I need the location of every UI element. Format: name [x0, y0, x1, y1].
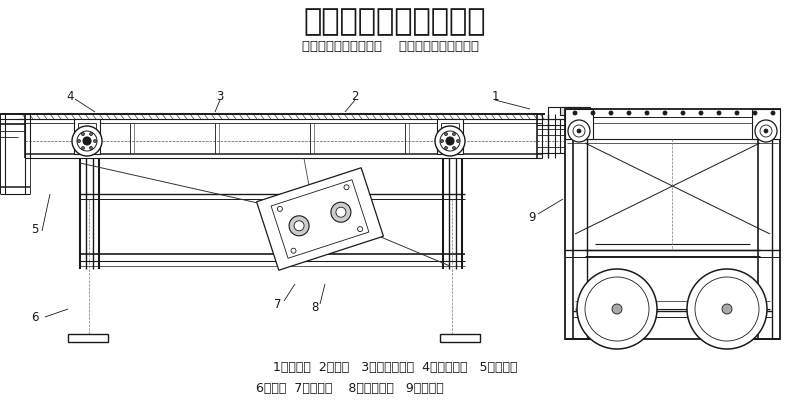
Circle shape: [627, 112, 631, 116]
Circle shape: [445, 147, 447, 150]
Text: 诚信：为自己创造价值    责任：为用户创造价值: 诚信：为自己创造价值 责任：为用户创造价值: [302, 39, 479, 52]
Circle shape: [735, 112, 739, 116]
Circle shape: [441, 140, 443, 143]
Circle shape: [453, 133, 456, 136]
Circle shape: [663, 112, 667, 116]
Circle shape: [577, 130, 581, 134]
Circle shape: [72, 127, 102, 157]
Circle shape: [294, 221, 304, 231]
Circle shape: [771, 112, 775, 116]
Circle shape: [77, 132, 97, 152]
Circle shape: [440, 132, 460, 152]
Text: 4: 4: [66, 90, 73, 103]
Circle shape: [760, 126, 772, 138]
Bar: [752, 110, 780, 140]
Text: 1: 1: [491, 90, 498, 103]
Circle shape: [573, 126, 585, 138]
Circle shape: [591, 112, 595, 116]
Text: 9: 9: [529, 211, 536, 224]
Circle shape: [681, 112, 685, 116]
Text: 5: 5: [32, 223, 39, 236]
Text: 2: 2: [352, 90, 359, 103]
Text: 1、进料口  2、筛箱   3、密封防尘盖  4、隔振弹簧   5、出料口: 1、进料口 2、筛箱 3、密封防尘盖 4、隔振弹簧 5、出料口: [273, 361, 517, 374]
Bar: [68, 334, 108, 342]
Polygon shape: [257, 169, 383, 271]
Text: 6: 6: [32, 311, 39, 324]
Circle shape: [289, 216, 309, 236]
Circle shape: [695, 277, 759, 341]
Circle shape: [577, 269, 657, 349]
Circle shape: [89, 147, 92, 150]
Circle shape: [291, 249, 296, 254]
Bar: [437, 120, 463, 154]
Circle shape: [435, 127, 465, 157]
Circle shape: [331, 203, 351, 223]
Circle shape: [81, 133, 85, 136]
Text: 8: 8: [311, 301, 318, 314]
Circle shape: [358, 227, 363, 232]
Circle shape: [585, 277, 649, 341]
Circle shape: [573, 112, 577, 116]
Polygon shape: [271, 180, 369, 259]
Circle shape: [77, 140, 81, 143]
Circle shape: [755, 121, 777, 142]
Circle shape: [89, 133, 92, 136]
Bar: [565, 110, 593, 140]
Bar: [560, 108, 580, 116]
Circle shape: [453, 147, 456, 150]
Bar: [441, 124, 459, 146]
Circle shape: [753, 112, 757, 116]
Circle shape: [609, 112, 613, 116]
Bar: [440, 334, 480, 342]
Circle shape: [336, 208, 346, 218]
Circle shape: [687, 269, 767, 349]
Circle shape: [277, 207, 282, 212]
Text: 3: 3: [216, 90, 224, 103]
Circle shape: [81, 147, 85, 150]
Circle shape: [83, 138, 91, 146]
Text: 7: 7: [274, 298, 282, 311]
Bar: [565, 110, 780, 339]
Circle shape: [446, 138, 454, 146]
Circle shape: [568, 121, 590, 142]
Circle shape: [717, 112, 721, 116]
Circle shape: [722, 304, 732, 314]
Bar: [548, 108, 590, 120]
Circle shape: [445, 133, 447, 136]
Circle shape: [764, 130, 768, 134]
Text: 外形结构图及技术参数: 外形结构图及技术参数: [303, 7, 487, 36]
Circle shape: [612, 304, 622, 314]
Text: 6、支架  7、电机板    8、振动电机   9、筛网架: 6、支架 7、电机板 8、振动电机 9、筛网架: [256, 382, 444, 394]
Bar: [78, 124, 96, 146]
Circle shape: [699, 112, 703, 116]
Circle shape: [457, 140, 460, 143]
Circle shape: [93, 140, 96, 143]
Circle shape: [344, 185, 349, 190]
Bar: [74, 120, 100, 154]
Circle shape: [645, 112, 649, 116]
